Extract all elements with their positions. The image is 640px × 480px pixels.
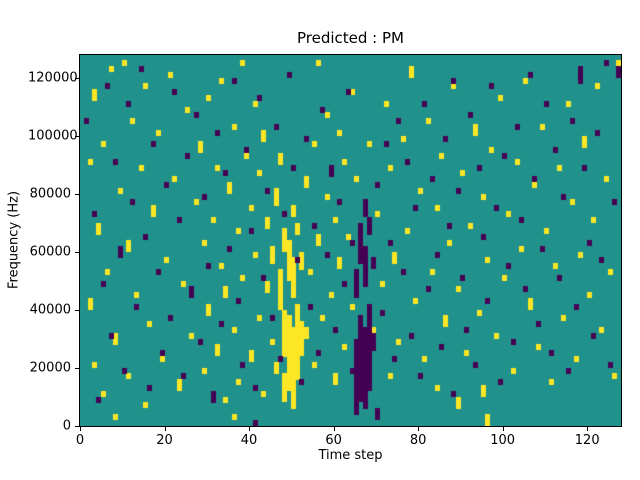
chart-title: Predicted : PM — [297, 29, 404, 47]
x-tick-label: 120 — [574, 433, 600, 448]
x-tick-label: 100 — [490, 433, 516, 448]
y-tick-mark — [75, 194, 79, 196]
y-tick-label: 100000 — [28, 128, 78, 144]
x-tick-label: 40 — [240, 433, 258, 448]
x-tick-label: 0 — [75, 433, 85, 448]
x-tick-label: 80 — [409, 433, 427, 448]
x-tick-mark — [80, 427, 81, 431]
x-tick-label: 20 — [156, 433, 173, 448]
y-tick-mark — [75, 310, 79, 312]
y-tick-label: 20000 — [29, 360, 71, 376]
x-tick-mark — [249, 427, 251, 431]
x-tick-mark — [333, 427, 335, 431]
y-tick-mark — [75, 426, 79, 427]
y-tick-mark — [75, 252, 79, 254]
x-tick-mark — [587, 427, 589, 431]
y-tick-mark — [75, 368, 79, 370]
y-tick-label: 80000 — [29, 186, 71, 202]
y-tick-label: 0 — [62, 418, 71, 434]
y-axis-label: Frequency (Hz) — [6, 190, 22, 290]
x-axis-label: Time step — [318, 448, 383, 463]
y-tick-label: 120000 — [28, 70, 78, 86]
y-tick-mark — [75, 78, 79, 80]
y-tick-mark — [75, 136, 79, 138]
x-tick-mark — [164, 427, 166, 431]
y-tick-label: 40000 — [29, 302, 71, 318]
x-tick-label: 60 — [325, 433, 342, 448]
y-tick-label: 60000 — [29, 244, 71, 260]
heatmap-canvas — [80, 55, 621, 426]
x-tick-mark — [502, 427, 504, 431]
plot-area — [79, 54, 622, 427]
x-tick-mark — [418, 427, 420, 431]
